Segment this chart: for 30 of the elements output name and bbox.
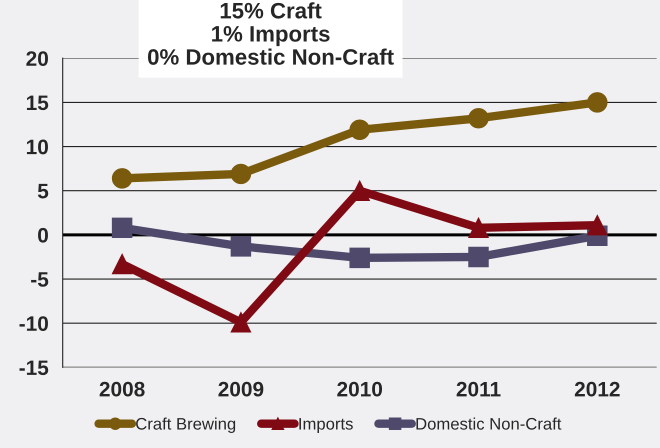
x-tick-label: 2009 <box>218 382 264 397</box>
y-tick-label: -15 <box>20 360 48 376</box>
chart-title: 15% Craft 1% Imports 0% Domestic Non-Craft <box>148 2 394 65</box>
point <box>112 168 132 189</box>
y-tick-label: 0 <box>38 228 48 243</box>
y-tick-label: 20 <box>26 51 48 66</box>
point <box>349 120 370 140</box>
point <box>112 254 132 274</box>
point <box>468 246 489 268</box>
point <box>468 218 489 238</box>
x-tick-label: 2010 <box>337 382 382 397</box>
y-tick-label: -5 <box>31 272 48 287</box>
point <box>587 92 608 113</box>
y-tick-label: 5 <box>38 184 48 198</box>
legend-label: Imports <box>299 418 353 433</box>
y-tick-label: 15 <box>26 96 48 110</box>
point <box>349 248 370 268</box>
point <box>112 218 132 238</box>
point <box>230 236 252 257</box>
x-tick-label: 2008 <box>100 382 145 397</box>
y-tick-label: 10 <box>26 140 48 154</box>
x-tick-label: 2012 <box>574 382 620 397</box>
legend-label: Domestic Non-Craft <box>416 417 562 430</box>
point <box>230 312 252 333</box>
legend-label: Craft Brewing <box>136 417 236 433</box>
point <box>587 214 608 236</box>
x-tick-label: 2011 <box>456 382 501 397</box>
point <box>230 164 252 184</box>
y-tick-label: -10 <box>20 316 48 331</box>
point <box>468 108 489 129</box>
